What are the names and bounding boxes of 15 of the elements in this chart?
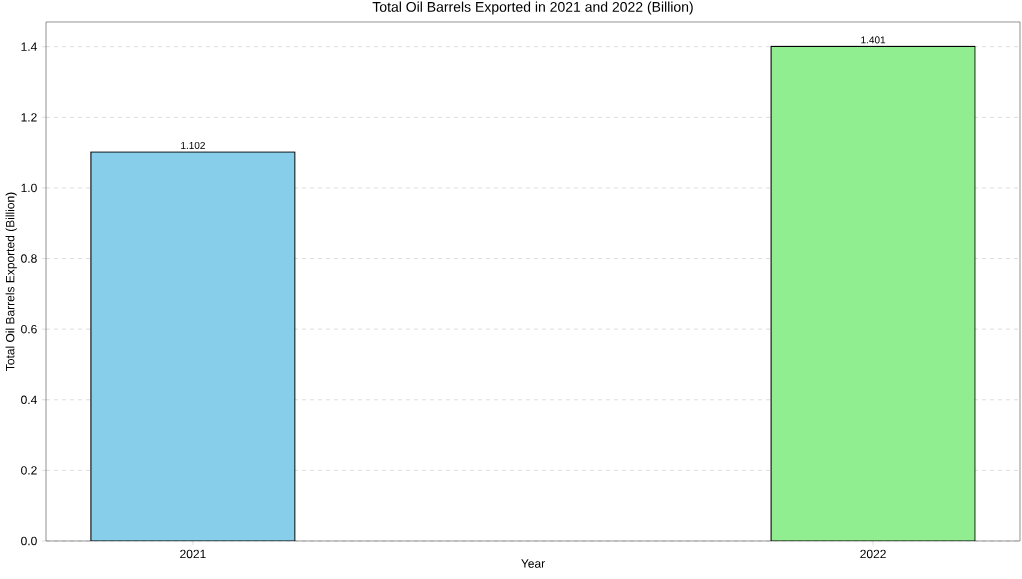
y-tick-label: 1.2 xyxy=(21,113,37,122)
x-tick-label: 2021 xyxy=(180,549,206,559)
data-label: 1.401 xyxy=(861,36,886,44)
chart-title: Total Oil Barrels Exported in 2021 and 2022 (Billion) xyxy=(372,1,693,15)
y-axis-title: Total Oil Barrels Exported (Billion) xyxy=(5,192,17,371)
x-axis-title: Year xyxy=(521,559,545,568)
y-tick-label: 1.4 xyxy=(21,42,37,51)
y-tick-label: 0.4 xyxy=(21,395,37,405)
data-label: 1.102 xyxy=(181,141,205,149)
y-tick-label: 0.6 xyxy=(21,324,37,334)
y-tick-label: 0.8 xyxy=(21,254,37,263)
y-tick-label: 0.0 xyxy=(21,536,37,546)
y-tick-label: 1.0 xyxy=(21,183,37,193)
y-tick-label: 0.2 xyxy=(21,466,37,475)
x-tick-label: 2022 xyxy=(860,549,886,559)
